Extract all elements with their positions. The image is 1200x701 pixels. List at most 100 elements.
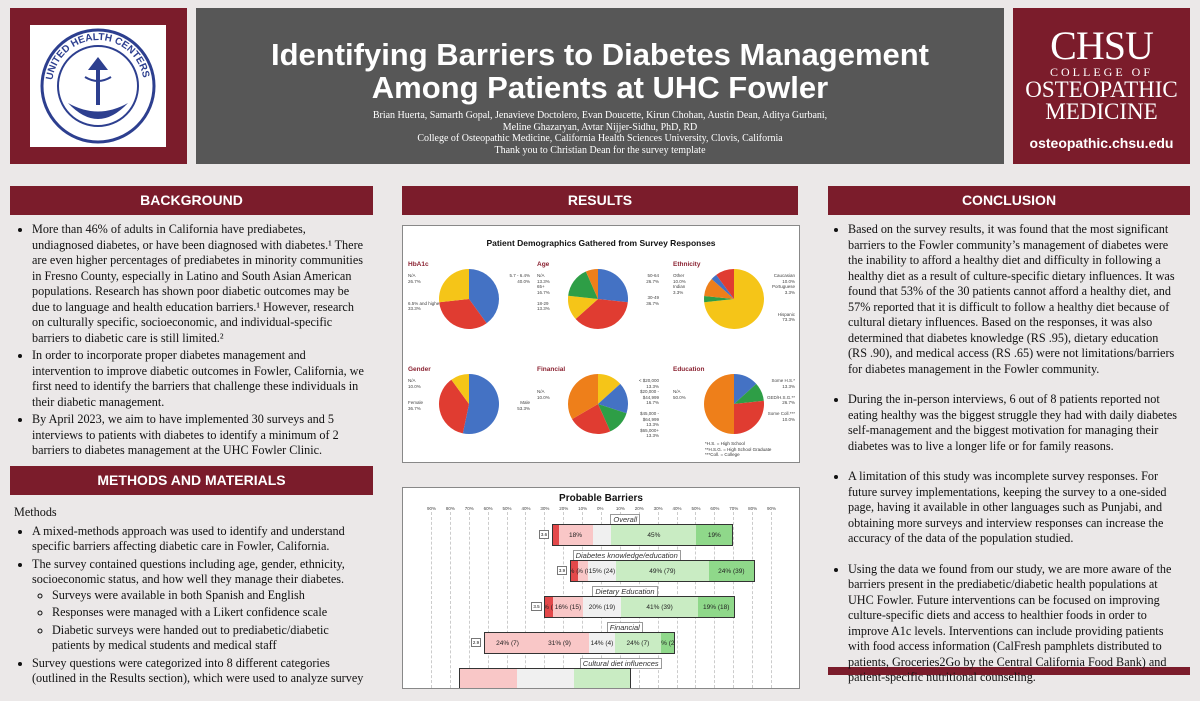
pie-legend-right: Some H.S.* 13.3% GED/H.S.G.** 26.7% Some C… [766,378,795,422]
x-tick-label: 80% [748,506,758,511]
pie-slice [469,269,499,324]
bar-segment: 24% (7) [484,633,531,653]
pie-slice [598,374,621,404]
background-text: More than 46% of adults in California ha… [14,222,366,461]
pie-slice [734,374,757,404]
pie-slice [439,299,487,329]
authors-line-1: Brian Huerta, Samarth Gopal, Jenavieve D… [372,110,828,121]
acknowledgement: Thank you to Christian Dean for the surv… [494,144,706,156]
demographics-footnotes: *H.S. = High School **H.S.G. = High Scho… [705,441,771,458]
chsu-wordmark: CHSU [1050,23,1154,68]
pie-legend-left: N/A 50.0% [673,389,686,400]
bar-segment: 14% (4) [588,633,616,653]
conclusion-point: Using the data we found from our study, … [848,562,1180,686]
x-tick-label: 20% [634,506,644,511]
footnote: **H.S.G. = High School Graduate [705,446,772,452]
authors-line-2: Meline Ghazaryan, Avtar Nijjer-Sidhu, Ph… [502,121,698,133]
x-tick-label: 40% [672,506,682,511]
barrier-bar: 1% (1)5% (8)15% (24)49% (79)24% (39) [569,560,756,582]
pie-slice [451,374,469,404]
bar-segment: 41% (39) [620,597,699,617]
affiliation: College of Osteopathic Medicine, Califor… [417,133,783,144]
bar-segment: 16% (15) [552,597,584,617]
background-header: BACKGROUND [10,186,373,215]
x-tick-label: 30% [653,506,663,511]
pie-slice [704,374,734,434]
bar-segment [573,669,631,688]
pie-legend-right: Caucasian 10.0% Portuguese 3.3% Hispanic 73.… [771,273,795,322]
poster-header: Identifying Barriers to Diabetes Managem… [196,8,1004,164]
rs-score: 2.9 [470,638,482,647]
title-line-1: Identifying Barriers to Diabetes Managem… [270,37,930,72]
methods-header: METHODS AND MATERIALS [10,466,373,495]
pie-legend-left: N/A 10.0% [537,389,550,400]
grid-line [431,512,432,688]
conclusion-text: Based on the survey results, it was foun… [830,222,1180,701]
x-tick-label: 70% [729,506,739,511]
pie-label: Gender [408,366,431,373]
pie-legend-left: N/A 26.7% 6.5% and higher 33.3% [408,273,441,311]
methods-subpoint: Responses were managed with a Likert con… [52,605,366,621]
bar-segment: 45% [611,525,697,545]
x-tick-label: 80% [445,506,455,511]
bar-segment [592,525,612,545]
pie-legend-right: Male 53.3% [517,400,530,411]
methods-point-text: The survey contained questions including… [32,556,345,587]
x-tick-label: 50% [691,506,701,511]
bar-segment: 24% (39) [708,561,755,581]
chsu-line-3: MEDICINE [1045,99,1158,124]
methods-point: A mixed-methods approach was used to ide… [32,524,366,555]
pie-chart [439,374,499,434]
bar-segment: 5% (8) [578,561,588,581]
pie-slice [704,269,764,329]
conclusion-point: During the in-person interviews, 6 out o… [848,392,1180,454]
rs-score: 3.9 [556,566,568,575]
barrier-bar: 24% (7)31% (9)14% (4)24% (7)7% (2) [483,632,675,654]
x-tick-label: 40% [521,506,531,511]
bar-segment: 19% [696,525,733,545]
barrier-bar [459,668,632,688]
pie-slice [734,383,764,404]
bar-segment [552,525,559,545]
conclusion-point: A limitation of this study was incomplet… [848,469,1180,547]
chsu-url: osteopathic.chsu.edu [1029,135,1174,151]
pie-slice [734,400,764,434]
bar-segment [460,669,517,688]
pie-slice [598,383,628,414]
x-tick-label: 30% [540,506,550,511]
pie-slice [598,404,627,432]
pie-chart [704,269,764,329]
pie-label: Age [537,261,550,268]
pie-label: Ethnicity [673,261,701,268]
pie-slice [568,271,598,299]
bar-segment: 18% [558,525,593,545]
grid-line [752,512,754,688]
pie-label: HbA1c [408,261,429,268]
methods-point: The survey contained questions including… [32,557,366,654]
pie-slice [568,295,598,319]
conclusion-footer-bar [828,667,1190,675]
rs-score: 3.6 [538,530,550,539]
pie-slice [462,374,499,434]
conclusion-point: Based on the survey results, it was foun… [848,222,1180,377]
pie-slice [585,269,598,299]
pie-chart [704,374,764,434]
pie-legend-left: N/A 13.3% 65+ 16.7% 18-29 13.3% [537,273,550,311]
bar-segment: 20% (19) [583,597,621,617]
bar-segment [516,669,574,688]
title-line-2: Among Patients at UHC Fowler [371,70,829,105]
methods-subpoint: Surveys were available in both Spanish a… [52,588,366,604]
x-tick-label: 90% [427,506,437,511]
background-point: In order to incorporate proper diabetes … [32,348,366,410]
grid-line [487,512,489,688]
pie-slice [439,379,469,434]
chsu-line-2: OSTEOPATHIC [1025,77,1178,102]
pie-slice [716,269,734,299]
pie-slice [575,299,628,329]
chsu-line-1: COLLEGE OF [1050,65,1153,79]
uhc-logo-panel: UNITED HEALTH CENTERS [10,8,187,164]
x-tick-label: 10% [578,506,588,511]
bar-segment: 31% (9) [530,633,589,653]
grid-line [468,512,470,688]
barrier-bar: 18% 45% 19% [551,524,734,546]
